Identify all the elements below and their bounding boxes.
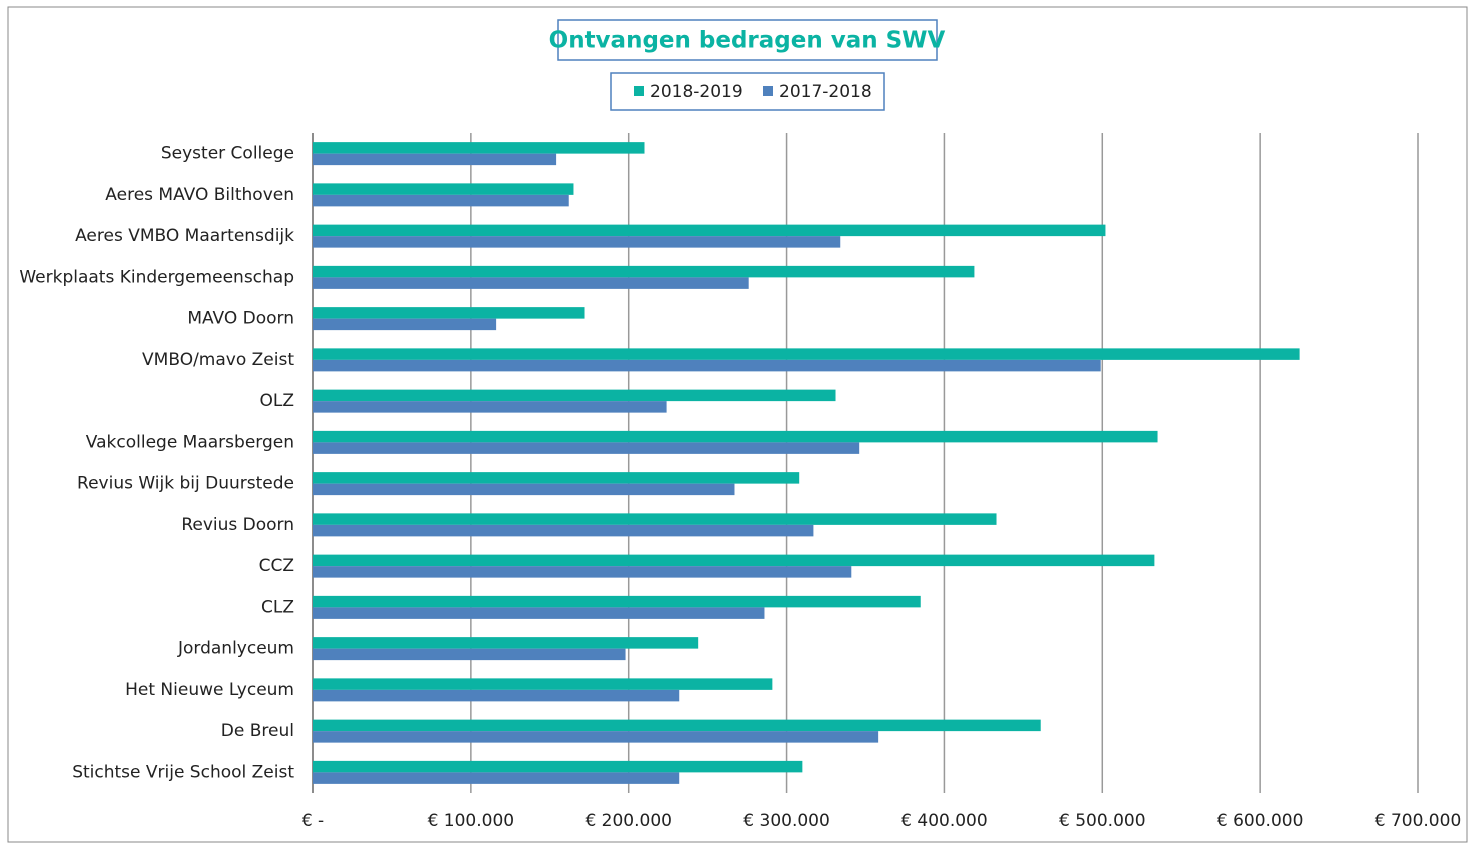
bar [313,142,645,154]
y-tick-label: Werkplaats Kindergemeenschap [19,267,294,287]
bar [313,731,879,743]
bar [313,566,852,578]
bar [313,348,1300,360]
y-tick-label: Vakcollege Maarsbergen [86,432,294,452]
y-tick-label: De Breul [221,721,294,741]
bar [313,513,997,525]
x-tick-label: € 200.000 [585,811,672,831]
bar [313,224,1106,237]
x-tick-label: € 500.000 [1059,811,1146,831]
bar [313,607,765,619]
y-tick-label: Aeres VMBO Maartensdijk [75,226,294,246]
y-tick-label: VMBO/mavo Zeist [142,350,294,370]
y-tick-label: Revius Doorn [181,515,294,535]
y-tick-label: Het Nieuwe Lyceum [125,680,294,700]
bar [313,472,800,484]
bar [313,359,1101,372]
bar [313,236,841,248]
y-tick-label: Aeres MAVO Bilthoven [105,185,294,205]
x-tick-label: € 600.000 [1217,811,1304,831]
bar [313,153,557,166]
legend-swatch [763,86,773,96]
bar [313,194,569,207]
bar [313,401,667,413]
bar [313,772,680,784]
x-tick-label: € 400.000 [901,811,988,831]
bar [313,483,735,496]
bar [313,595,921,608]
legend-label: 2018-2019 [650,82,743,102]
chart-title: Ontvangen bedragen van SWV [549,28,946,54]
y-tick-label: Seyster College [161,144,294,164]
legend-swatch [634,86,644,96]
bar [313,648,626,661]
x-tick-label: € 100.000 [428,811,515,831]
y-tick-label: Revius Wijk bij Duurstede [77,474,294,494]
bar [313,760,803,773]
bar [313,389,836,402]
bar [313,442,860,454]
bar [313,637,699,649]
bar [313,689,680,702]
y-tick-label: MAVO Doorn [187,309,294,329]
y-tick-label: Stichtse Vrije School Zeist [72,762,294,782]
y-tick-label: CCZ [259,556,294,576]
bar [313,183,574,195]
bar [313,719,1041,732]
y-tick-label: OLZ [260,391,295,411]
bar [313,554,1155,567]
bar [313,524,814,537]
x-tick-label: € 700.000 [1375,811,1462,831]
bar [313,678,773,690]
bar [313,318,497,331]
legend-label: 2017-2018 [779,82,872,102]
bar [313,265,975,278]
title-box [557,19,938,61]
bar [313,277,749,289]
y-tick-label: CLZ [261,597,294,617]
bar [313,307,585,319]
bar [313,430,1158,443]
legend-box [610,72,885,111]
chart-border [7,6,1468,843]
y-tick-label: Jordanlyceum [177,639,294,659]
x-tick-label: € - [302,811,324,831]
x-tick-label: € 300.000 [743,811,830,831]
